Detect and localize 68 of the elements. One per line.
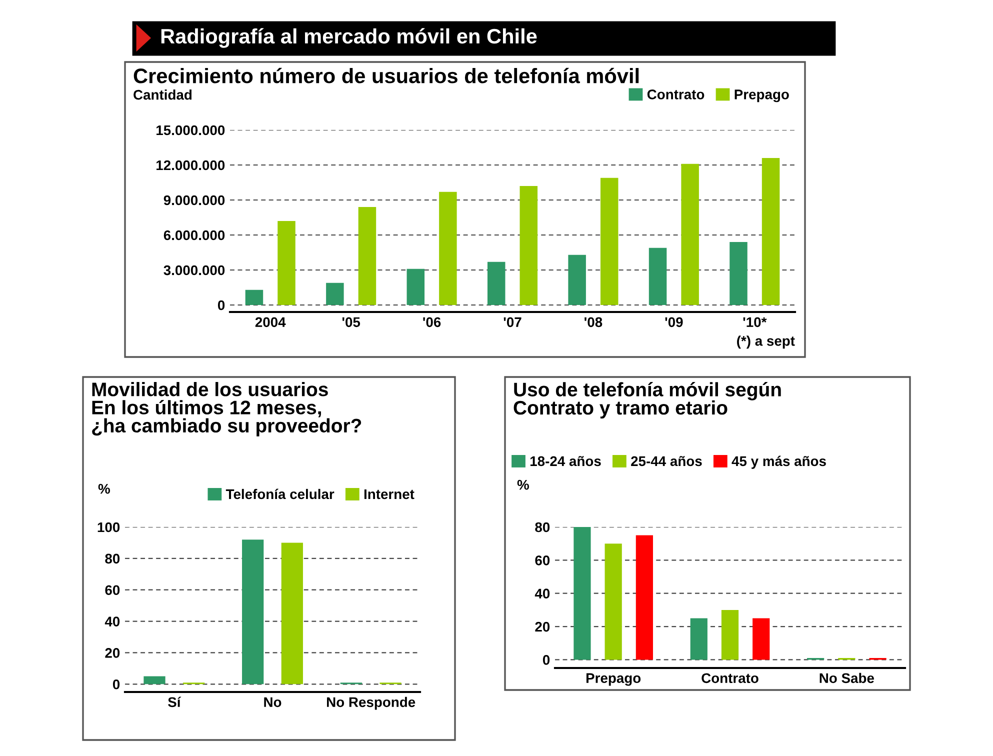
- bar: [721, 610, 739, 660]
- x-tick-label: No Sabe: [820, 672, 874, 684]
- y-tick-label: 15.000.000: [156, 125, 225, 136]
- bar: [326, 282, 344, 305]
- y-tick-label: 100: [98, 522, 120, 532]
- bar: [636, 535, 653, 660]
- y-tick-label: 20: [105, 648, 120, 658]
- text: Radiografía al mercado móvil en Chile: [161, 28, 537, 48]
- x-tick-label: Prepago: [586, 673, 641, 686]
- bar: [487, 262, 506, 305]
- y-tick-label: 20: [535, 622, 550, 632]
- chart-title: Uso de telefonía móvil según Contrato y tramo etario: [514, 382, 781, 419]
- y-tick-label: 6.000.000: [164, 230, 225, 240]
- text: (*) a sept: [737, 336, 795, 349]
- y-tick-label: 80: [105, 554, 120, 564]
- legend-label: Internet: [364, 489, 414, 500]
- y-tick-label: 0: [112, 679, 120, 690]
- bar: [604, 544, 622, 660]
- x-tick-label: 2004: [255, 317, 286, 328]
- bar: [278, 221, 296, 305]
- bar: [762, 158, 780, 305]
- bar: [600, 178, 618, 305]
- legend-label: 45 y más años: [732, 456, 826, 469]
- legend-label: Telefonía celular: [226, 488, 334, 500]
- y-tick-label: 3.000.000: [164, 265, 225, 276]
- bar: [242, 540, 264, 684]
- chart-title: Crecimiento número de usuarios de telefonía móvil: [134, 68, 639, 84]
- y-tick-label: 0: [542, 655, 550, 665]
- x-tick-label: Contrato: [702, 673, 758, 684]
- y-axis-title: %: [98, 484, 110, 494]
- bar: [752, 618, 770, 660]
- x-tick-label: '08: [584, 317, 602, 328]
- legend-label: Prepago: [734, 90, 789, 102]
- y-tick-label: 9.000.000: [164, 195, 225, 206]
- bar: [144, 676, 166, 684]
- bar: [281, 542, 303, 684]
- y-axis-title: %: [517, 480, 529, 490]
- y-axis-title: Cantidad: [134, 90, 192, 100]
- chart-title: Movilidad de los usuarios En los últimos 12 meses, ¿ha cambiado su proveedor?: [92, 382, 362, 436]
- bar: [574, 527, 591, 660]
- y-tick-label: 60: [535, 556, 550, 566]
- bar: [439, 192, 457, 305]
- bar: [648, 248, 667, 305]
- x-tick-label: No Responde: [327, 696, 416, 710]
- bar: [358, 207, 376, 305]
- y-tick-label: 60: [105, 585, 120, 596]
- bar: [681, 164, 699, 305]
- legend-label: 25-44 años: [631, 456, 702, 466]
- x-tick-label: Sí: [168, 696, 182, 708]
- bar: [568, 254, 586, 305]
- y-tick-label: 0: [218, 300, 225, 310]
- x-tick-label: '10*: [743, 317, 767, 328]
- x-tick-label: '07: [504, 317, 522, 328]
- y-tick-label: 40: [104, 616, 120, 626]
- bar: [406, 268, 425, 305]
- x-tick-label: '06: [423, 317, 441, 328]
- y-tick-label: 80: [535, 522, 550, 532]
- x-tick-label: '09: [665, 317, 683, 328]
- y-tick-label: 40: [534, 588, 550, 599]
- bar: [245, 290, 264, 305]
- x-tick-label: No: [264, 697, 282, 708]
- bar: [520, 186, 538, 305]
- legend-label: Contrato: [647, 90, 704, 100]
- legend-label: 18-24 años: [530, 456, 601, 466]
- x-tick-label: '05: [342, 317, 360, 328]
- bar: [730, 242, 748, 305]
- y-tick-label: 12.000.000: [156, 160, 225, 170]
- bar: [690, 618, 708, 660]
